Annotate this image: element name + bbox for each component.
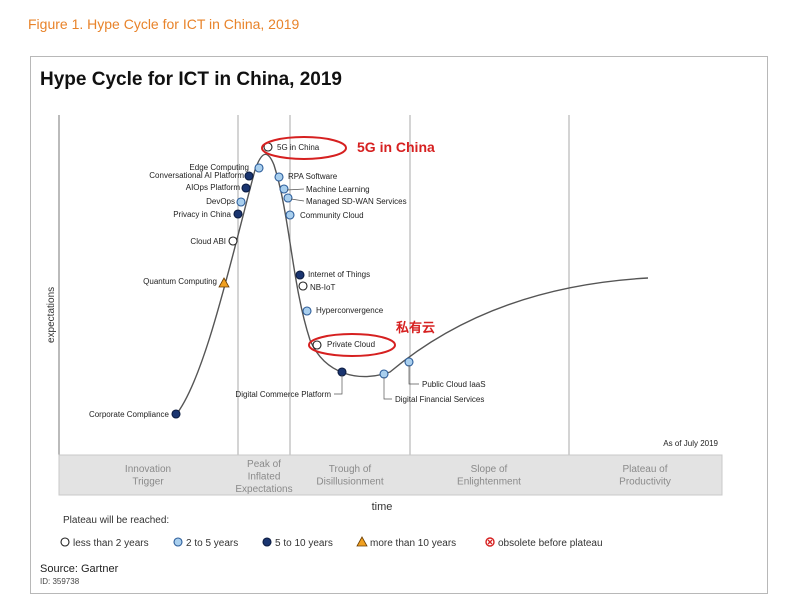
technology-marker: [233, 209, 243, 219]
technology-label: Corporate Compliance: [89, 410, 170, 419]
legend-label: obsolete before plateau: [498, 538, 603, 549]
technology-marker: [285, 210, 295, 220]
annotation-5g: 5G in China: [357, 139, 435, 155]
technology-marker: [228, 236, 238, 246]
legend-marker-x: [487, 539, 493, 545]
legend-marker: [173, 537, 183, 547]
phase-dividers: [237, 115, 570, 495]
phase-label: Plateau of Productivity: [619, 464, 671, 488]
technology-label: RPA Software: [288, 172, 338, 181]
technology-marker: [279, 184, 289, 194]
technology-label: 5G in China: [277, 143, 320, 152]
leader-line: [286, 188, 305, 191]
technology-marker: [295, 270, 305, 280]
technology-marker: [404, 357, 414, 367]
technology-label: Machine Learning: [306, 185, 370, 194]
chart-frame: [30, 56, 768, 594]
technology-marker: [298, 281, 308, 291]
technology-marker: [218, 277, 230, 288]
phase-label: Innovation Trigger: [125, 464, 171, 488]
leader-line: [334, 375, 343, 395]
technology-label: Edge Computing: [189, 163, 249, 172]
figure-caption: Figure 1. Hype Cycle for ICT in China, 2…: [28, 16, 300, 32]
technology-marker: [254, 163, 264, 173]
technology-marker: [236, 197, 246, 207]
source: Source: Gartner: [40, 563, 119, 575]
technology-label: DevOps: [206, 197, 235, 206]
technology-label: Private Cloud: [327, 340, 375, 349]
technology-marker: [171, 409, 181, 419]
legend-marker: [356, 536, 368, 547]
hype-curve: [174, 153, 649, 417]
legend-marker: [262, 537, 272, 547]
annotation-private-cloud: 私有云: [396, 320, 435, 336]
legend-marker: [60, 537, 70, 547]
annotation-ellipse: [308, 333, 396, 357]
technology-label: Privacy in China: [173, 210, 231, 219]
technology-label: Managed SD-WAN Services: [306, 197, 407, 206]
legend-label: 5 to 10 years: [275, 538, 333, 549]
technology-label: Digital Commerce Platform: [235, 390, 331, 399]
document-id: ID: 359738: [40, 577, 80, 586]
leader-line: [383, 377, 392, 400]
technology-label: Digital Financial Services: [395, 395, 484, 404]
technology-marker: [337, 367, 347, 377]
phase-label: Trough of Disillusionment: [316, 464, 383, 488]
legend-title: Plateau will be reached:: [63, 515, 169, 526]
phase-label: Slope of Enlightenment: [457, 464, 521, 488]
as-of-date: As of July 2019: [663, 439, 718, 448]
technology-label: Quantum Computing: [143, 277, 217, 286]
chart-title: Hype Cycle for ICT in China, 2019: [40, 69, 342, 90]
technology-marker: [241, 183, 251, 193]
technology-marker: [312, 340, 322, 350]
technology-marker: [302, 306, 312, 316]
technology-marker: [244, 171, 254, 181]
technology-label: Public Cloud IaaS: [422, 380, 486, 389]
legend: less than 2 years 2 to 5 years 5 to 10 yea…: [60, 536, 603, 549]
y-axis-label: expectations: [46, 287, 57, 343]
legend-label: less than 2 years: [73, 538, 149, 549]
phase-label: Peak of Inflated Expectations: [235, 459, 292, 495]
technology-label: Internet of Things: [308, 270, 370, 279]
leader-line: [408, 365, 419, 385]
legend-label: 2 to 5 years: [186, 538, 238, 549]
technology-marker: [379, 369, 389, 379]
x-axis-label: time: [372, 501, 393, 513]
technology-label: Community Cloud: [300, 211, 364, 220]
technology-label: Conversational AI Platform: [149, 171, 244, 180]
technology-marker: [274, 172, 284, 182]
technology-points: 5G in China Edge ComputingConversational …: [89, 142, 486, 419]
technology-label: Cloud ABI: [190, 237, 226, 246]
phase-labels: Innovation Trigger Peak of Inflated Expectat…: [125, 459, 671, 495]
technology-label: Hyperconvergence: [316, 306, 384, 315]
technology-marker: [283, 193, 293, 203]
annotation-ellipse: [261, 136, 347, 160]
technology-label: AIOps Platform: [186, 183, 241, 192]
technology-label: NB-IoT: [310, 283, 335, 292]
phase-band: [58, 454, 723, 496]
leader-line: [290, 198, 305, 202]
legend-label: more than 10 years: [370, 538, 456, 549]
